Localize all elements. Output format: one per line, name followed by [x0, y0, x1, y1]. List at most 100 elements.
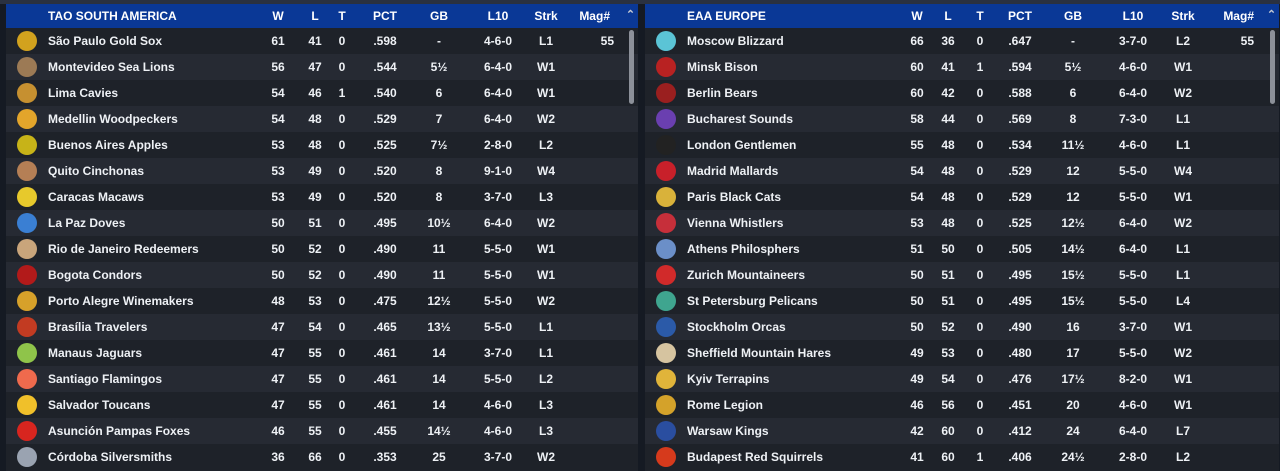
team-name[interactable]: Vienna Whistlers	[687, 216, 784, 230]
table-row[interactable]: Kyiv Terrapins 49 54 0 .476 17½ 8-2-0 W1	[645, 366, 1279, 392]
wins-cell: 58	[910, 112, 924, 126]
losses-cell: 54	[941, 372, 955, 386]
ties-cell: 1	[976, 450, 984, 464]
table-row[interactable]: Budapest Red Squirrels 41 60 1 .406 24½ 2-8-0 L…	[645, 444, 1279, 470]
losses-cell: 55	[308, 398, 322, 412]
scroll-up-icon[interactable]: ⌃	[1266, 9, 1277, 21]
ties-cell: 0	[338, 190, 346, 204]
table-row[interactable]: Berlin Bears 60 42 0 .588 6 6-4-0 W2	[645, 80, 1279, 106]
team-name[interactable]: Zurich Mountaineers	[687, 268, 806, 282]
team-name[interactable]: Quito Cinchonas	[48, 164, 144, 178]
pct-cell: .455	[373, 424, 397, 438]
last-ten-cell: 4-6-0	[483, 398, 512, 412]
team-name[interactable]: Sheffield Mountain Hares	[687, 346, 832, 360]
table-row[interactable]: Stockholm Orcas 50 52 0 .490 16 3-7-0 W1	[645, 314, 1279, 340]
table-row[interactable]: Rome Legion 46 56 0 .451 20 4-6-0 W1	[645, 392, 1279, 418]
table-row[interactable]: Minsk Bison 60 41 1 .594 5½ 4-6-0 W1	[645, 54, 1279, 80]
team-name[interactable]: Minsk Bison	[687, 60, 758, 74]
team-name[interactable]: St Petersburg Pelicans	[687, 294, 818, 308]
table-row[interactable]: São Paulo Gold Sox 61 41 0 .598 - 4-6-0 L1 55	[6, 28, 638, 54]
table-row[interactable]: Madrid Mallards 54 48 0 .529 12 5-5-0 W4	[645, 158, 1279, 184]
team-name[interactable]: Bogota Condors	[48, 268, 142, 282]
scroll-up-icon[interactable]: ⌃	[625, 9, 636, 21]
table-row[interactable]: Córdoba Silversmiths 36 66 0 .353 25 3-7-0 W2	[6, 444, 638, 470]
col-header-strk[interactable]: Strk	[534, 9, 558, 23]
table-row[interactable]: Santiago Flamingos 47 55 0 .461 14 5-5-0 L2	[6, 366, 638, 392]
table-row[interactable]: Medellin Woodpeckers 54 48 0 .529 7 6-4-0 W2	[6, 106, 638, 132]
team-name[interactable]: Budapest Red Squirrels	[687, 450, 824, 464]
table-row[interactable]: Vienna Whistlers 53 48 0 .525 12½ 6-4-0 W2	[645, 210, 1279, 236]
team-name[interactable]: São Paulo Gold Sox	[48, 34, 163, 48]
col-header-l10[interactable]: L10	[1122, 9, 1144, 23]
team-name[interactable]: Rio de Janeiro Redeemers	[48, 242, 199, 256]
team-name[interactable]: Kyiv Terrapins	[687, 372, 770, 386]
col-header-mag[interactable]: Mag#	[1223, 9, 1254, 23]
team-name[interactable]: Brasília Travelers	[48, 320, 148, 334]
table-row[interactable]: Manaus Jaguars 47 55 0 .461 14 3-7-0 L1	[6, 340, 638, 366]
table-row[interactable]: Porto Alegre Winemakers 48 53 0 .475 12½ 5-5-0…	[6, 288, 638, 314]
table-row[interactable]: Caracas Macaws 53 49 0 .520 8 3-7-0 L3	[6, 184, 638, 210]
team-name[interactable]: Córdoba Silversmiths	[48, 450, 173, 464]
team-name[interactable]: Bucharest Sounds	[687, 112, 794, 126]
col-header-gb[interactable]: GB	[430, 9, 448, 23]
col-header-pct[interactable]: PCT	[373, 9, 397, 23]
team-name[interactable]: Paris Black Cats	[687, 190, 782, 204]
col-header-l10[interactable]: L10	[487, 9, 509, 23]
team-name[interactable]: Athens Philosphers	[687, 242, 800, 256]
bison-logo-icon	[656, 57, 676, 77]
games-back-cell: 15½	[1061, 268, 1085, 282]
scrollbar-thumb[interactable]	[629, 30, 634, 104]
col-header-w[interactable]: W	[272, 9, 284, 23]
team-name[interactable]: Caracas Macaws	[48, 190, 145, 204]
table-row[interactable]: St Petersburg Pelicans 50 51 0 .495 15½ 5-5-0 L…	[645, 288, 1279, 314]
col-header-mag[interactable]: Mag#	[579, 9, 610, 23]
table-row[interactable]: La Paz Doves 50 51 0 .495 10½ 6-4-0 W2	[6, 210, 638, 236]
team-name[interactable]: Madrid Mallards	[687, 164, 779, 178]
col-header-t[interactable]: T	[976, 9, 984, 23]
team-name[interactable]: Lima Cavies	[48, 86, 119, 100]
team-name[interactable]: Berlin Bears	[687, 86, 758, 100]
last-ten-cell: 5-5-0	[483, 242, 512, 256]
table-row[interactable]: Quito Cinchonas 53 49 0 .520 8 9-1-0 W4	[6, 158, 638, 184]
team-name[interactable]: Stockholm Orcas	[687, 320, 786, 334]
team-name[interactable]: La Paz Doves	[48, 216, 126, 230]
col-header-l[interactable]: L	[311, 9, 319, 23]
team-name[interactable]: Moscow Blizzard	[687, 34, 784, 48]
team-name[interactable]: Asunción Pampas Foxes	[48, 424, 191, 438]
losses-cell: 48	[941, 138, 955, 152]
table-row[interactable]: Athens Philosphers 51 50 0 .505 14½ 6-4-0 L1	[645, 236, 1279, 262]
team-name[interactable]: Buenos Aires Apples	[48, 138, 168, 152]
team-name[interactable]: London Gentlemen	[687, 138, 797, 152]
team-name[interactable]: Rome Legion	[687, 398, 764, 412]
table-row[interactable]: Montevideo Sea Lions 56 47 0 .544 5½ 6-4-0 W1	[6, 54, 638, 80]
team-name[interactable]: Santiago Flamingos	[48, 372, 163, 386]
table-row[interactable]: Salvador Toucans 47 55 0 .461 14 4-6-0 L3	[6, 392, 638, 418]
table-row[interactable]: Warsaw Kings 42 60 0 .412 24 6-4-0 L7	[645, 418, 1279, 444]
team-name[interactable]: Warsaw Kings	[687, 424, 769, 438]
table-row[interactable]: Moscow Blizzard 66 36 0 .647 - 3-7-0 L2 55	[645, 28, 1279, 54]
col-header-pct[interactable]: PCT	[1008, 9, 1032, 23]
table-row[interactable]: Asunción Pampas Foxes 46 55 0 .455 14½ 4-6-0 L3	[6, 418, 638, 444]
col-header-t[interactable]: T	[338, 9, 346, 23]
team-name[interactable]: Salvador Toucans	[48, 398, 151, 412]
col-header-l[interactable]: L	[944, 9, 952, 23]
team-name[interactable]: Manaus Jaguars	[48, 346, 143, 360]
table-row[interactable]: London Gentlemen 55 48 0 .534 11½ 4-6-0 L1	[645, 132, 1279, 158]
table-row[interactable]: Rio de Janeiro Redeemers 50 52 0 .490 11 5-5-0…	[6, 236, 638, 262]
table-row[interactable]: Zurich Mountaineers 50 51 0 .495 15½ 5-5-0 L1	[645, 262, 1279, 288]
table-row[interactable]: Bucharest Sounds 58 44 0 .569 8 7-3-0 L1	[645, 106, 1279, 132]
col-header-gb[interactable]: GB	[1064, 9, 1082, 23]
table-row[interactable]: Sheffield Mountain Hares 49 53 0 .480 17 5-5-0…	[645, 340, 1279, 366]
scrollbar-thumb[interactable]	[1270, 30, 1275, 104]
team-name[interactable]: Montevideo Sea Lions	[48, 60, 175, 74]
table-row[interactable]: Brasília Travelers 47 54 0 .465 13½ 5-5-0 L1	[6, 314, 638, 340]
team-name[interactable]: Porto Alegre Winemakers	[48, 294, 194, 308]
table-row[interactable]: Bogota Condors 50 52 0 .490 11 5-5-0 W1	[6, 262, 638, 288]
col-header-strk[interactable]: Strk	[1171, 9, 1195, 23]
team-name[interactable]: Medellin Woodpeckers	[48, 112, 178, 126]
table-row[interactable]: Buenos Aires Apples 53 48 0 .525 7½ 2-8-0 L2	[6, 132, 638, 158]
games-back-cell: 12½	[427, 294, 451, 308]
col-header-w[interactable]: W	[911, 9, 923, 23]
table-row[interactable]: Lima Cavies 54 46 1 .540 6 6-4-0 W1	[6, 80, 638, 106]
table-row[interactable]: Paris Black Cats 54 48 0 .529 12 5-5-0 W1	[645, 184, 1279, 210]
